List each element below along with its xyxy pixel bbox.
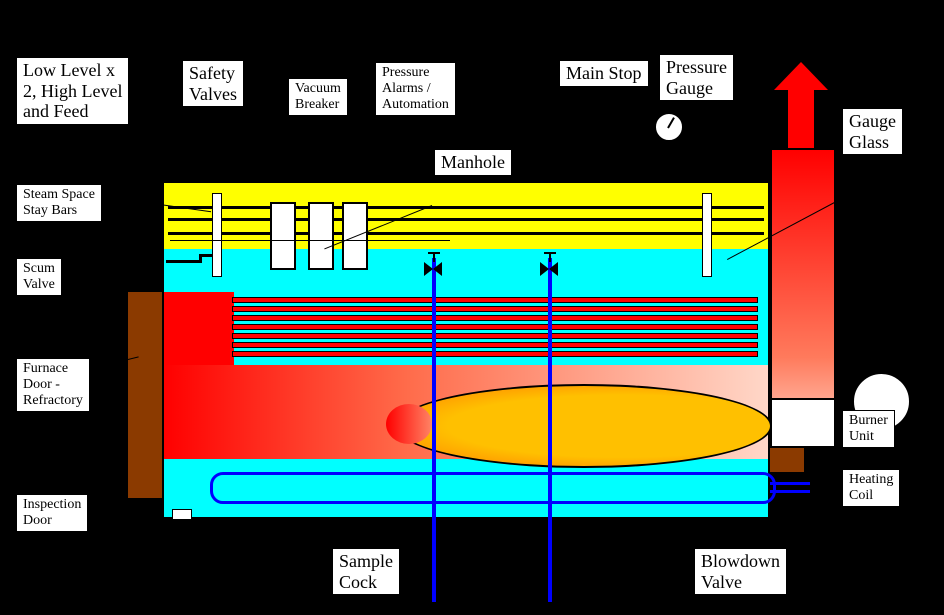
manhole-cover — [270, 202, 296, 270]
flame — [396, 384, 772, 468]
smoke-tube — [232, 351, 758, 357]
label-manhole: Manhole — [434, 149, 512, 176]
label-pressure-gauge: Pressure Gauge — [659, 54, 734, 101]
label-text: Sample Cock — [339, 551, 393, 592]
label-text: Safety Valves — [189, 63, 237, 104]
label-vacuum-breaker: Vacuum Breaker — [288, 78, 348, 116]
left-red-block — [164, 292, 234, 365]
exhaust-arrow-head — [774, 62, 828, 90]
label-gauge-glass: Gauge Glass — [842, 108, 903, 155]
leader-line — [170, 240, 450, 241]
smoke-tube — [232, 297, 758, 303]
gauge-cock-icon — [660, 160, 670, 169]
sensor-probe — [548, 258, 552, 602]
vacuum-breaker-icon — [320, 146, 330, 155]
probe-tee — [428, 252, 440, 254]
scum-pipe — [199, 254, 213, 257]
steam-line-1 — [168, 206, 764, 209]
blowdown-valve-icon — [652, 526, 662, 535]
label-text: Gauge Glass — [849, 111, 896, 152]
label-text: Scum Valve — [23, 261, 55, 292]
smoke-tube — [232, 342, 758, 348]
furnace-door — [128, 292, 162, 498]
label-main-stop: Main Stop — [559, 60, 649, 87]
exhaust-arrow-shaft — [788, 86, 814, 148]
vacuum-breaker-icon — [320, 156, 330, 165]
sample-cock-icon — [238, 526, 248, 535]
flame-notch — [386, 404, 432, 444]
scum-valve-icon — [126, 260, 144, 274]
scum-pipe — [199, 256, 202, 263]
probe-valve-icon — [540, 262, 558, 276]
leader-line — [134, 122, 176, 142]
label-furnace-door: Furnace Door - Refractory — [16, 358, 90, 412]
gauge-cock-icon — [660, 150, 670, 159]
heating-coil-valve-icon — [813, 476, 823, 485]
label-safety-valves: Safety Valves — [182, 60, 244, 107]
scum-pipe — [166, 260, 202, 263]
label-text: Steam Space Stay Bars — [23, 187, 95, 218]
label-text: Heating Coil — [849, 472, 893, 503]
label-text: Main Stop — [566, 63, 642, 83]
label-text: Manhole — [441, 152, 505, 172]
inspection-slot — [172, 509, 192, 520]
burner-body — [770, 398, 836, 448]
label-burner-unit: Burner Unit — [842, 410, 895, 448]
stay-bar — [702, 193, 712, 277]
label-text: Furnace Door - Refractory — [23, 361, 83, 408]
main-stop-icon — [580, 118, 608, 136]
label-text: Inspection Door — [23, 497, 81, 528]
heating-coil-valve-icon — [813, 486, 823, 495]
steam-line-3 — [168, 232, 764, 235]
pressure-alarm-icon — [392, 146, 402, 155]
label-low-level: Low Level x 2, High Level and Feed — [16, 57, 129, 125]
label-scum-valve: Scum Valve — [16, 258, 62, 296]
blowdown-valve-icon — [652, 536, 662, 545]
label-steam-space: Steam Space Stay Bars — [16, 184, 102, 222]
furnace-door-right — [770, 444, 804, 472]
label-sample-cock: Sample Cock — [332, 548, 400, 595]
main-stop-icon — [580, 136, 608, 154]
steam-line-2 — [168, 218, 764, 221]
pressure-alarm-icon — [392, 156, 402, 165]
smoke-tube — [232, 315, 758, 321]
water-upper — [164, 249, 768, 293]
pressure-gauge-icon — [654, 112, 684, 142]
safety-valve-icon — [178, 148, 196, 162]
label-text: Vacuum Breaker — [295, 81, 341, 112]
label-text: Pressure Alarms / Automation — [382, 65, 449, 112]
probe-valve-icon — [424, 262, 442, 276]
label-inspection-door: Inspection Door — [16, 494, 88, 532]
label-text: Burner Unit — [849, 413, 888, 444]
smoke-tube — [232, 306, 758, 312]
heating-coil-lead — [770, 490, 810, 493]
label-text: Pressure Gauge — [666, 57, 727, 98]
probe-tee — [544, 252, 556, 254]
label-text: Blowdown Valve — [701, 551, 780, 592]
safety-valve-icon — [232, 148, 250, 162]
label-pressure-alarms: Pressure Alarms / Automation — [375, 62, 456, 116]
smoke-tube — [232, 324, 758, 330]
manhole-cover — [308, 202, 334, 270]
sensor-probe — [432, 258, 436, 602]
label-text: Low Level x 2, High Level and Feed — [23, 60, 122, 121]
sample-cock-icon — [238, 536, 248, 545]
label-heating-coil: Heating Coil — [842, 469, 900, 507]
heating-coil-lead — [770, 482, 810, 485]
smoke-tube — [232, 333, 758, 339]
stay-bar — [212, 193, 222, 277]
heating-coil — [210, 472, 776, 504]
label-blowdown-valve: Blowdown Valve — [694, 548, 787, 595]
